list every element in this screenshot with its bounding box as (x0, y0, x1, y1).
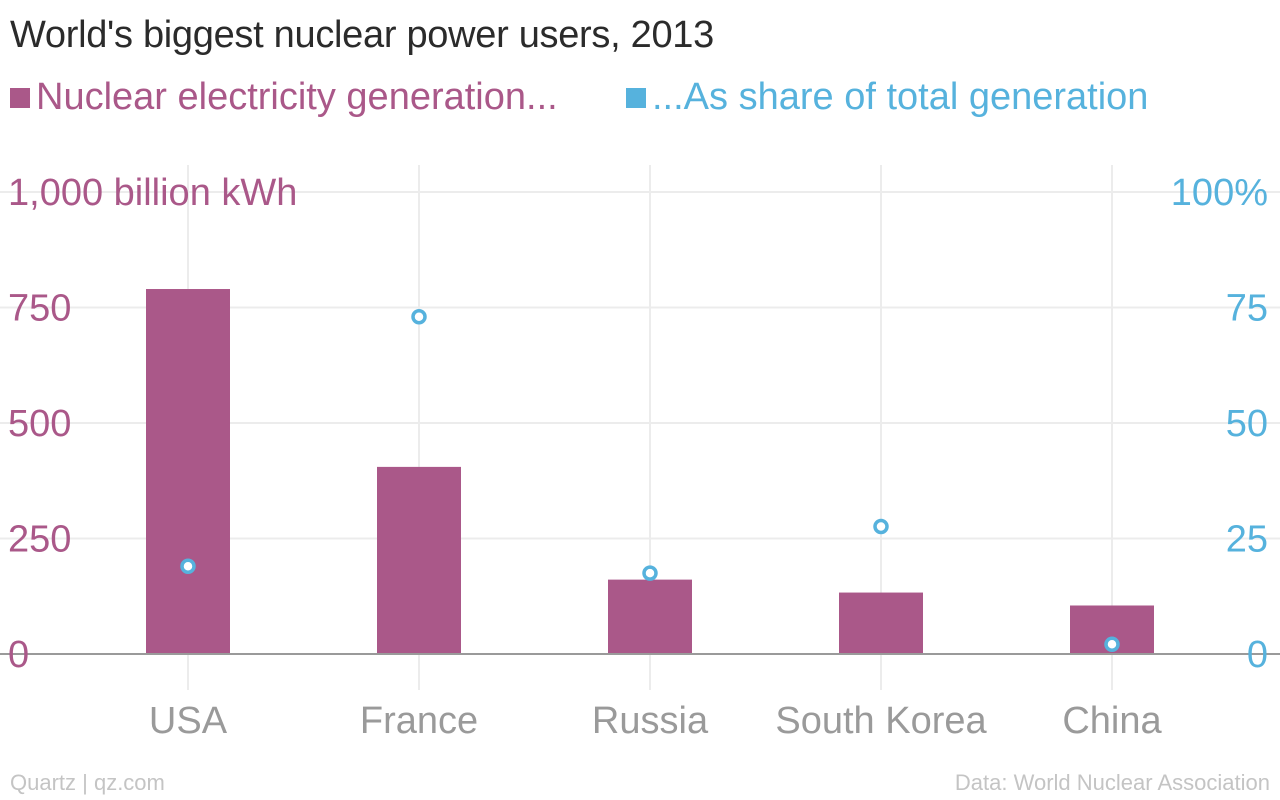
legend-label-nuclear: Nuclear electricity generation... (36, 76, 558, 118)
footer-credit: Data: World Nuclear Association (954, 770, 1270, 795)
left-tick-label: 250 (8, 519, 71, 561)
bar-usa (146, 289, 230, 654)
footer-source: Quartz | qz.com (10, 770, 165, 795)
bar-layer (146, 289, 1154, 654)
chart-title: World's biggest nuclear power users, 201… (10, 14, 714, 56)
point-china (1104, 636, 1120, 653)
category-label: France (360, 700, 478, 742)
label-layer: 0 250 500 750 1,000 billion kWh 0 25 50 75 100% US… (8, 172, 1268, 742)
category-label: Russia (592, 700, 709, 742)
bar-south-korea (839, 592, 923, 654)
left-tick-label: 1,000 billion kWh (8, 172, 297, 214)
legend-swatch-nuclear (10, 87, 30, 108)
category-label: China (1062, 700, 1162, 742)
right-tick-label: 100% (1171, 172, 1268, 214)
right-tick-label: 0 (1247, 634, 1268, 676)
point-south-korea (873, 518, 889, 535)
category-label: USA (149, 700, 228, 742)
left-tick-label: 750 (8, 288, 71, 330)
right-tick-label: 75 (1226, 288, 1268, 330)
category-label: South Korea (775, 700, 987, 742)
left-tick-label: 500 (8, 403, 71, 445)
legend-item-share-of-total: ...As share of total generation (626, 76, 1148, 119)
bar-france (377, 466, 461, 654)
legend-swatch-share (626, 87, 646, 108)
point-russia (642, 565, 658, 581)
legend-item-nuclear-generation: Nuclear electricity generation... (10, 76, 558, 119)
right-tick-label: 50 (1226, 403, 1268, 445)
right-tick-label: 25 (1226, 519, 1268, 561)
left-tick-label: 0 (8, 634, 29, 676)
bar-russia (608, 579, 692, 654)
point-france (411, 308, 427, 325)
point-layer (180, 308, 1120, 653)
legend-label-share: ...As share of total generation (652, 76, 1149, 118)
point-usa (180, 558, 196, 574)
